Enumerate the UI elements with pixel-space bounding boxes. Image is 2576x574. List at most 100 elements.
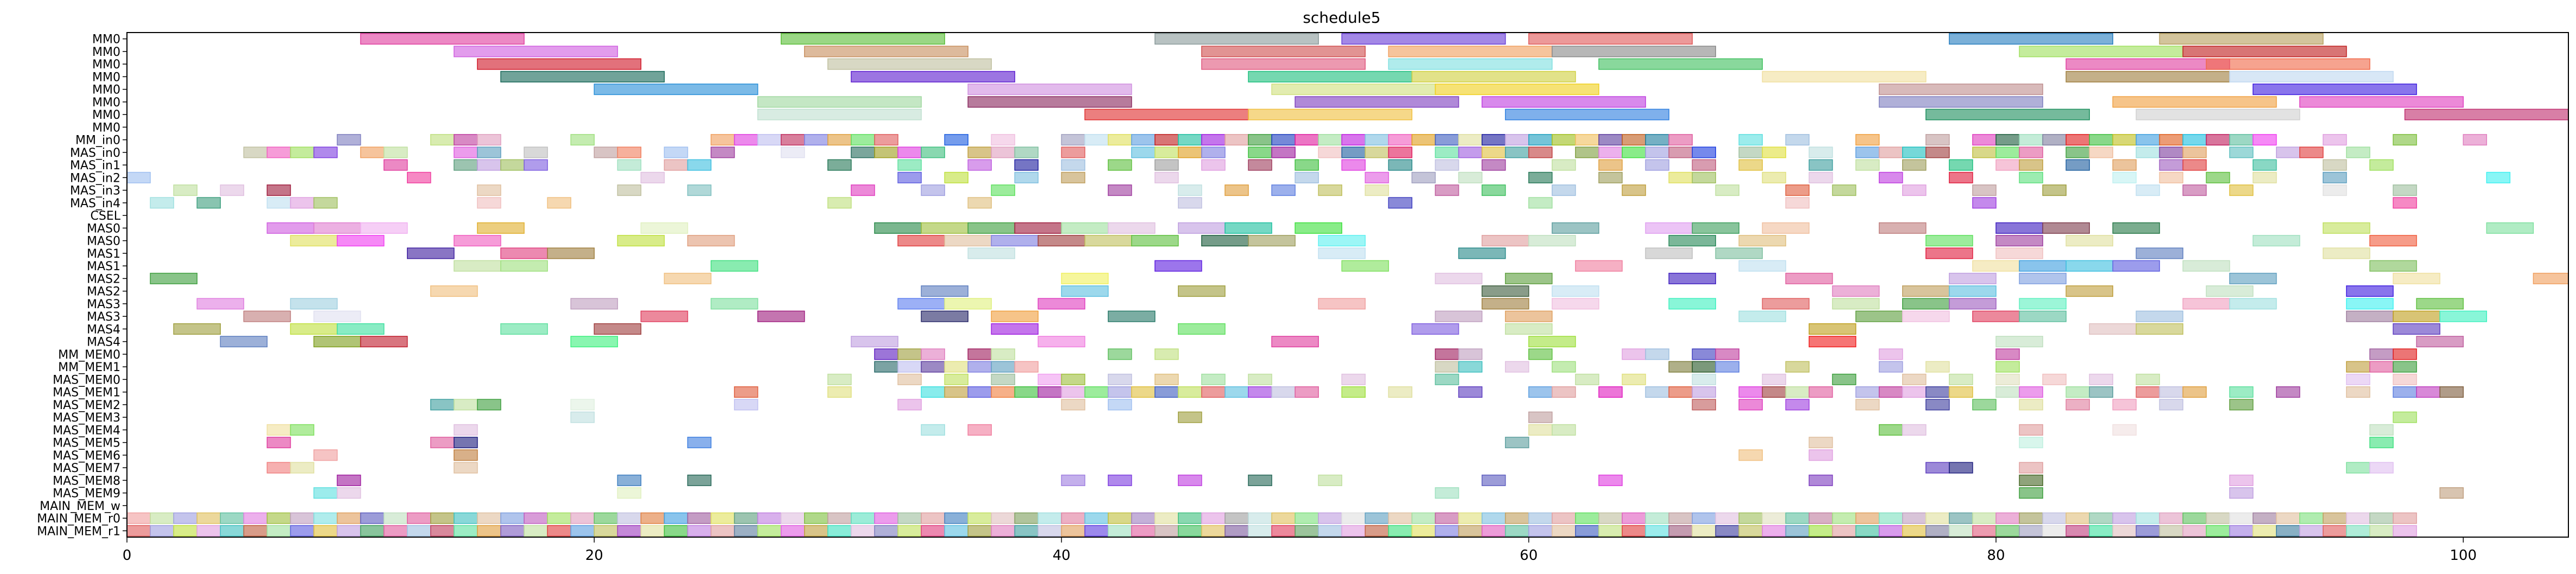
task-bar bbox=[1925, 386, 1950, 398]
task-bar bbox=[1434, 84, 1599, 95]
task-bar bbox=[1738, 525, 1763, 537]
task-bar bbox=[547, 247, 595, 259]
task-bar bbox=[1107, 474, 1132, 486]
task-bar bbox=[1037, 235, 1086, 247]
task-bar bbox=[2393, 525, 2417, 537]
task-bar bbox=[1949, 386, 1973, 398]
task-bar bbox=[1388, 512, 1413, 524]
task-bar bbox=[290, 298, 338, 310]
task-bar bbox=[2323, 159, 2347, 171]
y-tick-label: MAS2 bbox=[87, 285, 120, 299]
task-bar bbox=[2065, 159, 2090, 171]
task-bar bbox=[1014, 386, 1039, 398]
task-bar bbox=[1364, 146, 1389, 158]
task-bar bbox=[1061, 373, 1086, 385]
y-tick-label: MM0 bbox=[92, 96, 120, 110]
task-bar bbox=[1738, 134, 1763, 146]
task-bar bbox=[664, 159, 688, 171]
task-bar bbox=[360, 525, 385, 537]
task-bar bbox=[2275, 512, 2300, 524]
task-bar bbox=[430, 512, 455, 524]
task-bar bbox=[687, 159, 712, 171]
task-bar bbox=[1458, 348, 1483, 360]
task-bar bbox=[2112, 399, 2137, 411]
task-bar bbox=[1575, 373, 1599, 385]
task-bar bbox=[1388, 525, 1413, 537]
task-bar bbox=[360, 512, 385, 524]
task-bar bbox=[2229, 512, 2254, 524]
task-bar bbox=[1575, 512, 1599, 524]
task-bar bbox=[1878, 424, 1903, 436]
task-bar bbox=[454, 424, 478, 436]
task-bar bbox=[524, 159, 548, 171]
task-bar bbox=[524, 146, 548, 158]
task-bar bbox=[126, 171, 151, 183]
task-bar bbox=[243, 512, 268, 524]
task-bar bbox=[1808, 336, 1857, 348]
task-bar bbox=[1107, 159, 1132, 171]
task-bar bbox=[477, 512, 501, 524]
task-bar bbox=[407, 512, 431, 524]
task-bar bbox=[1785, 399, 1810, 411]
task-bar bbox=[921, 512, 945, 524]
task-bar bbox=[1271, 184, 1296, 196]
task-bar bbox=[1855, 159, 1880, 171]
task-bar bbox=[991, 525, 1016, 537]
task-bar bbox=[1925, 512, 1950, 524]
task-bar bbox=[454, 235, 501, 247]
task-bar bbox=[290, 235, 338, 247]
task-bar bbox=[1154, 386, 1179, 398]
task-bar bbox=[2182, 298, 2230, 310]
task-bar bbox=[1434, 159, 1459, 171]
task-bar bbox=[1318, 298, 1366, 310]
task-bar bbox=[1878, 361, 1903, 373]
task-bar bbox=[336, 323, 385, 335]
task-bar bbox=[1925, 235, 1973, 247]
task-bar bbox=[1225, 512, 1249, 524]
task-bar bbox=[1785, 361, 1810, 373]
task-bar bbox=[1808, 323, 1857, 335]
task-bar bbox=[1107, 222, 1156, 234]
task-bar bbox=[454, 159, 478, 171]
task-bar bbox=[2019, 512, 2043, 524]
task-bar bbox=[2205, 512, 2230, 524]
task-bar bbox=[1248, 512, 1272, 524]
task-bar bbox=[1084, 235, 1132, 247]
task-bar bbox=[1949, 159, 1973, 171]
task-bar bbox=[664, 512, 688, 524]
task-bar bbox=[1061, 474, 1086, 486]
x-tick-label: 0 bbox=[123, 547, 132, 564]
task-bar bbox=[1295, 96, 1459, 108]
task-bar bbox=[921, 146, 945, 158]
task-bar bbox=[454, 134, 478, 146]
plot-frame bbox=[126, 32, 2569, 538]
task-bar bbox=[2019, 474, 2043, 486]
task-bar bbox=[2019, 386, 2043, 398]
task-bar bbox=[2275, 386, 2300, 398]
task-bar bbox=[1295, 525, 1319, 537]
task-bar bbox=[2042, 373, 2067, 385]
task-bar bbox=[1131, 235, 1179, 247]
task-bar bbox=[944, 386, 968, 398]
task-bar bbox=[1528, 33, 1693, 45]
task-bar bbox=[734, 386, 758, 398]
y-tick-label: MAS2 bbox=[87, 272, 120, 286]
task-bar bbox=[1411, 71, 1576, 82]
task-bar bbox=[1388, 146, 1413, 158]
task-bar bbox=[2019, 46, 2184, 58]
task-bar bbox=[1341, 373, 1366, 385]
task-bar bbox=[1271, 134, 1296, 146]
task-bar bbox=[1902, 298, 1950, 310]
task-bar bbox=[967, 361, 992, 373]
task-bar bbox=[2369, 437, 2394, 449]
task-bar bbox=[780, 525, 805, 537]
task-bar bbox=[1248, 386, 1272, 398]
task-bar bbox=[1668, 146, 1693, 158]
task-bar bbox=[1341, 134, 1366, 146]
task-bar bbox=[243, 525, 268, 537]
task-bar bbox=[1785, 272, 1833, 284]
task-bar bbox=[313, 222, 361, 234]
task-bar bbox=[991, 348, 1016, 360]
task-bar bbox=[1225, 386, 1249, 398]
task-bar bbox=[570, 298, 619, 310]
